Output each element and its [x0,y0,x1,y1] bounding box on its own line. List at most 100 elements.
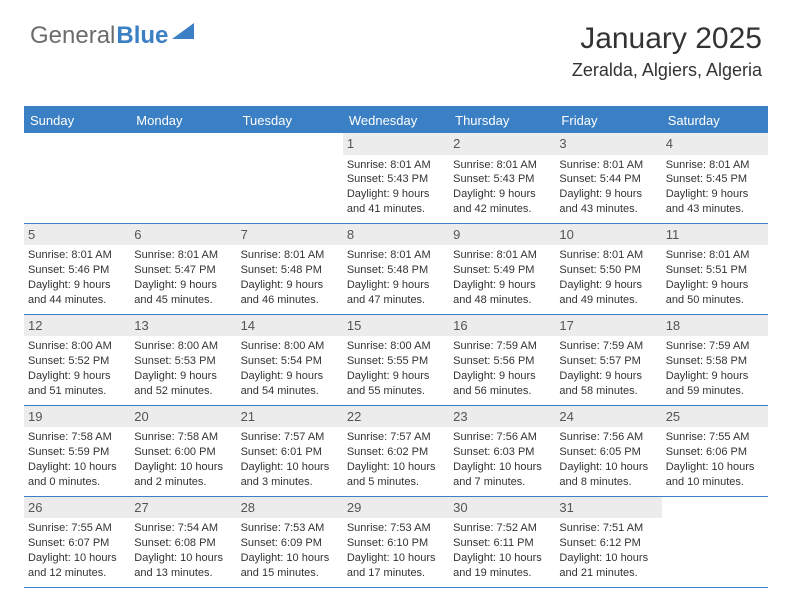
sunset-text: Sunset: 5:55 PM [347,354,445,369]
day-number: 27 [130,497,236,519]
calendar-cell: 31Sunrise: 7:51 AMSunset: 6:12 PMDayligh… [555,497,661,587]
daylight2-text: and 2 minutes. [134,475,232,490]
calendar-cell: 8Sunrise: 8:01 AMSunset: 5:48 PMDaylight… [343,224,449,314]
sunset-text: Sunset: 5:43 PM [453,172,551,187]
page-title: January 2025 [572,22,762,56]
sunrise-text: Sunrise: 8:00 AM [241,339,339,354]
daylight2-text: and 19 minutes. [453,566,551,581]
calendar-cell: 1Sunrise: 8:01 AMSunset: 5:43 PMDaylight… [343,133,449,223]
daylight1-text: Daylight: 9 hours [134,369,232,384]
day-number: 26 [24,497,130,519]
calendar-cell: 19Sunrise: 7:58 AMSunset: 5:59 PMDayligh… [24,406,130,496]
sunrise-text: Sunrise: 7:55 AM [28,521,126,536]
sunrise-text: Sunrise: 7:56 AM [559,430,657,445]
day-number: 30 [449,497,555,519]
calendar-cell: 9Sunrise: 8:01 AMSunset: 5:49 PMDaylight… [449,224,555,314]
calendar-cell [24,133,130,223]
dayhead-sat: Saturday [662,108,768,133]
daylight2-text: and 42 minutes. [453,202,551,217]
daylight2-text: and 7 minutes. [453,475,551,490]
calendar-cell: 7Sunrise: 8:01 AMSunset: 5:48 PMDaylight… [237,224,343,314]
sunset-text: Sunset: 6:03 PM [453,445,551,460]
dayhead-mon: Monday [130,108,236,133]
day-number: 14 [237,315,343,337]
sunset-text: Sunset: 5:57 PM [559,354,657,369]
day-number: 20 [130,406,236,428]
daylight1-text: Daylight: 10 hours [559,551,657,566]
daylight1-text: Daylight: 10 hours [453,551,551,566]
daylight1-text: Daylight: 10 hours [28,551,126,566]
sunset-text: Sunset: 5:53 PM [134,354,232,369]
calendar-cell: 22Sunrise: 7:57 AMSunset: 6:02 PMDayligh… [343,406,449,496]
sunrise-text: Sunrise: 8:01 AM [559,158,657,173]
calendar-week: 26Sunrise: 7:55 AMSunset: 6:07 PMDayligh… [24,497,768,588]
daylight2-text: and 52 minutes. [134,384,232,399]
daylight1-text: Daylight: 9 hours [559,187,657,202]
calendar-cell: 21Sunrise: 7:57 AMSunset: 6:01 PMDayligh… [237,406,343,496]
calendar-cell: 5Sunrise: 8:01 AMSunset: 5:46 PMDaylight… [24,224,130,314]
calendar-cell: 24Sunrise: 7:56 AMSunset: 6:05 PMDayligh… [555,406,661,496]
calendar-week: 12Sunrise: 8:00 AMSunset: 5:52 PMDayligh… [24,315,768,406]
day-number: 4 [662,133,768,155]
daylight2-text: and 58 minutes. [559,384,657,399]
day-number: 18 [662,315,768,337]
calendar-cell: 15Sunrise: 8:00 AMSunset: 5:55 PMDayligh… [343,315,449,405]
dayhead-fri: Friday [555,108,661,133]
day-number: 1 [343,133,449,155]
daylight2-text: and 43 minutes. [666,202,764,217]
sunrise-text: Sunrise: 8:01 AM [134,248,232,263]
sunrise-text: Sunrise: 8:01 AM [347,248,445,263]
sunrise-text: Sunrise: 8:01 AM [666,158,764,173]
calendar-cell: 30Sunrise: 7:52 AMSunset: 6:11 PMDayligh… [449,497,555,587]
sunset-text: Sunset: 6:05 PM [559,445,657,460]
sunset-text: Sunset: 5:48 PM [241,263,339,278]
sunset-text: Sunset: 6:12 PM [559,536,657,551]
day-number: 11 [662,224,768,246]
day-number: 3 [555,133,661,155]
daylight1-text: Daylight: 10 hours [559,460,657,475]
calendar-cell: 13Sunrise: 8:00 AMSunset: 5:53 PMDayligh… [130,315,236,405]
daylight1-text: Daylight: 9 hours [347,187,445,202]
sunset-text: Sunset: 6:02 PM [347,445,445,460]
dayhead-thu: Thursday [449,108,555,133]
sunrise-text: Sunrise: 8:01 AM [453,158,551,173]
daylight1-text: Daylight: 9 hours [134,278,232,293]
daylight1-text: Daylight: 10 hours [347,460,445,475]
sunset-text: Sunset: 5:49 PM [453,263,551,278]
daylight2-text: and 0 minutes. [28,475,126,490]
daylight2-text: and 45 minutes. [134,293,232,308]
daylight2-text: and 15 minutes. [241,566,339,581]
calendar-cell: 23Sunrise: 7:56 AMSunset: 6:03 PMDayligh… [449,406,555,496]
day-number: 17 [555,315,661,337]
calendar-cell [237,133,343,223]
calendar-week: 5Sunrise: 8:01 AMSunset: 5:46 PMDaylight… [24,224,768,315]
calendar-cell: 11Sunrise: 8:01 AMSunset: 5:51 PMDayligh… [662,224,768,314]
day-number: 6 [130,224,236,246]
calendar-cell: 4Sunrise: 8:01 AMSunset: 5:45 PMDaylight… [662,133,768,223]
sunrise-text: Sunrise: 8:01 AM [666,248,764,263]
sunrise-text: Sunrise: 7:59 AM [453,339,551,354]
daylight2-text: and 13 minutes. [134,566,232,581]
sunset-text: Sunset: 5:47 PM [134,263,232,278]
daylight2-text: and 43 minutes. [559,202,657,217]
daylight1-text: Daylight: 9 hours [28,369,126,384]
daylight2-text: and 21 minutes. [559,566,657,581]
daylight2-text: and 17 minutes. [347,566,445,581]
daylight1-text: Daylight: 9 hours [453,369,551,384]
day-number: 9 [449,224,555,246]
sunset-text: Sunset: 5:56 PM [453,354,551,369]
dayhead-tue: Tuesday [237,108,343,133]
sunset-text: Sunset: 6:08 PM [134,536,232,551]
calendar: Sunday Monday Tuesday Wednesday Thursday… [24,106,768,588]
daylight1-text: Daylight: 9 hours [241,369,339,384]
sunset-text: Sunset: 5:46 PM [28,263,126,278]
calendar-cell: 17Sunrise: 7:59 AMSunset: 5:57 PMDayligh… [555,315,661,405]
daylight2-text: and 48 minutes. [453,293,551,308]
sunset-text: Sunset: 6:10 PM [347,536,445,551]
calendar-cell: 27Sunrise: 7:54 AMSunset: 6:08 PMDayligh… [130,497,236,587]
sunset-text: Sunset: 6:01 PM [241,445,339,460]
daylight2-text: and 10 minutes. [666,475,764,490]
location-label: Zeralda, Algiers, Algeria [572,60,762,81]
sunrise-text: Sunrise: 7:56 AM [453,430,551,445]
day-number: 31 [555,497,661,519]
